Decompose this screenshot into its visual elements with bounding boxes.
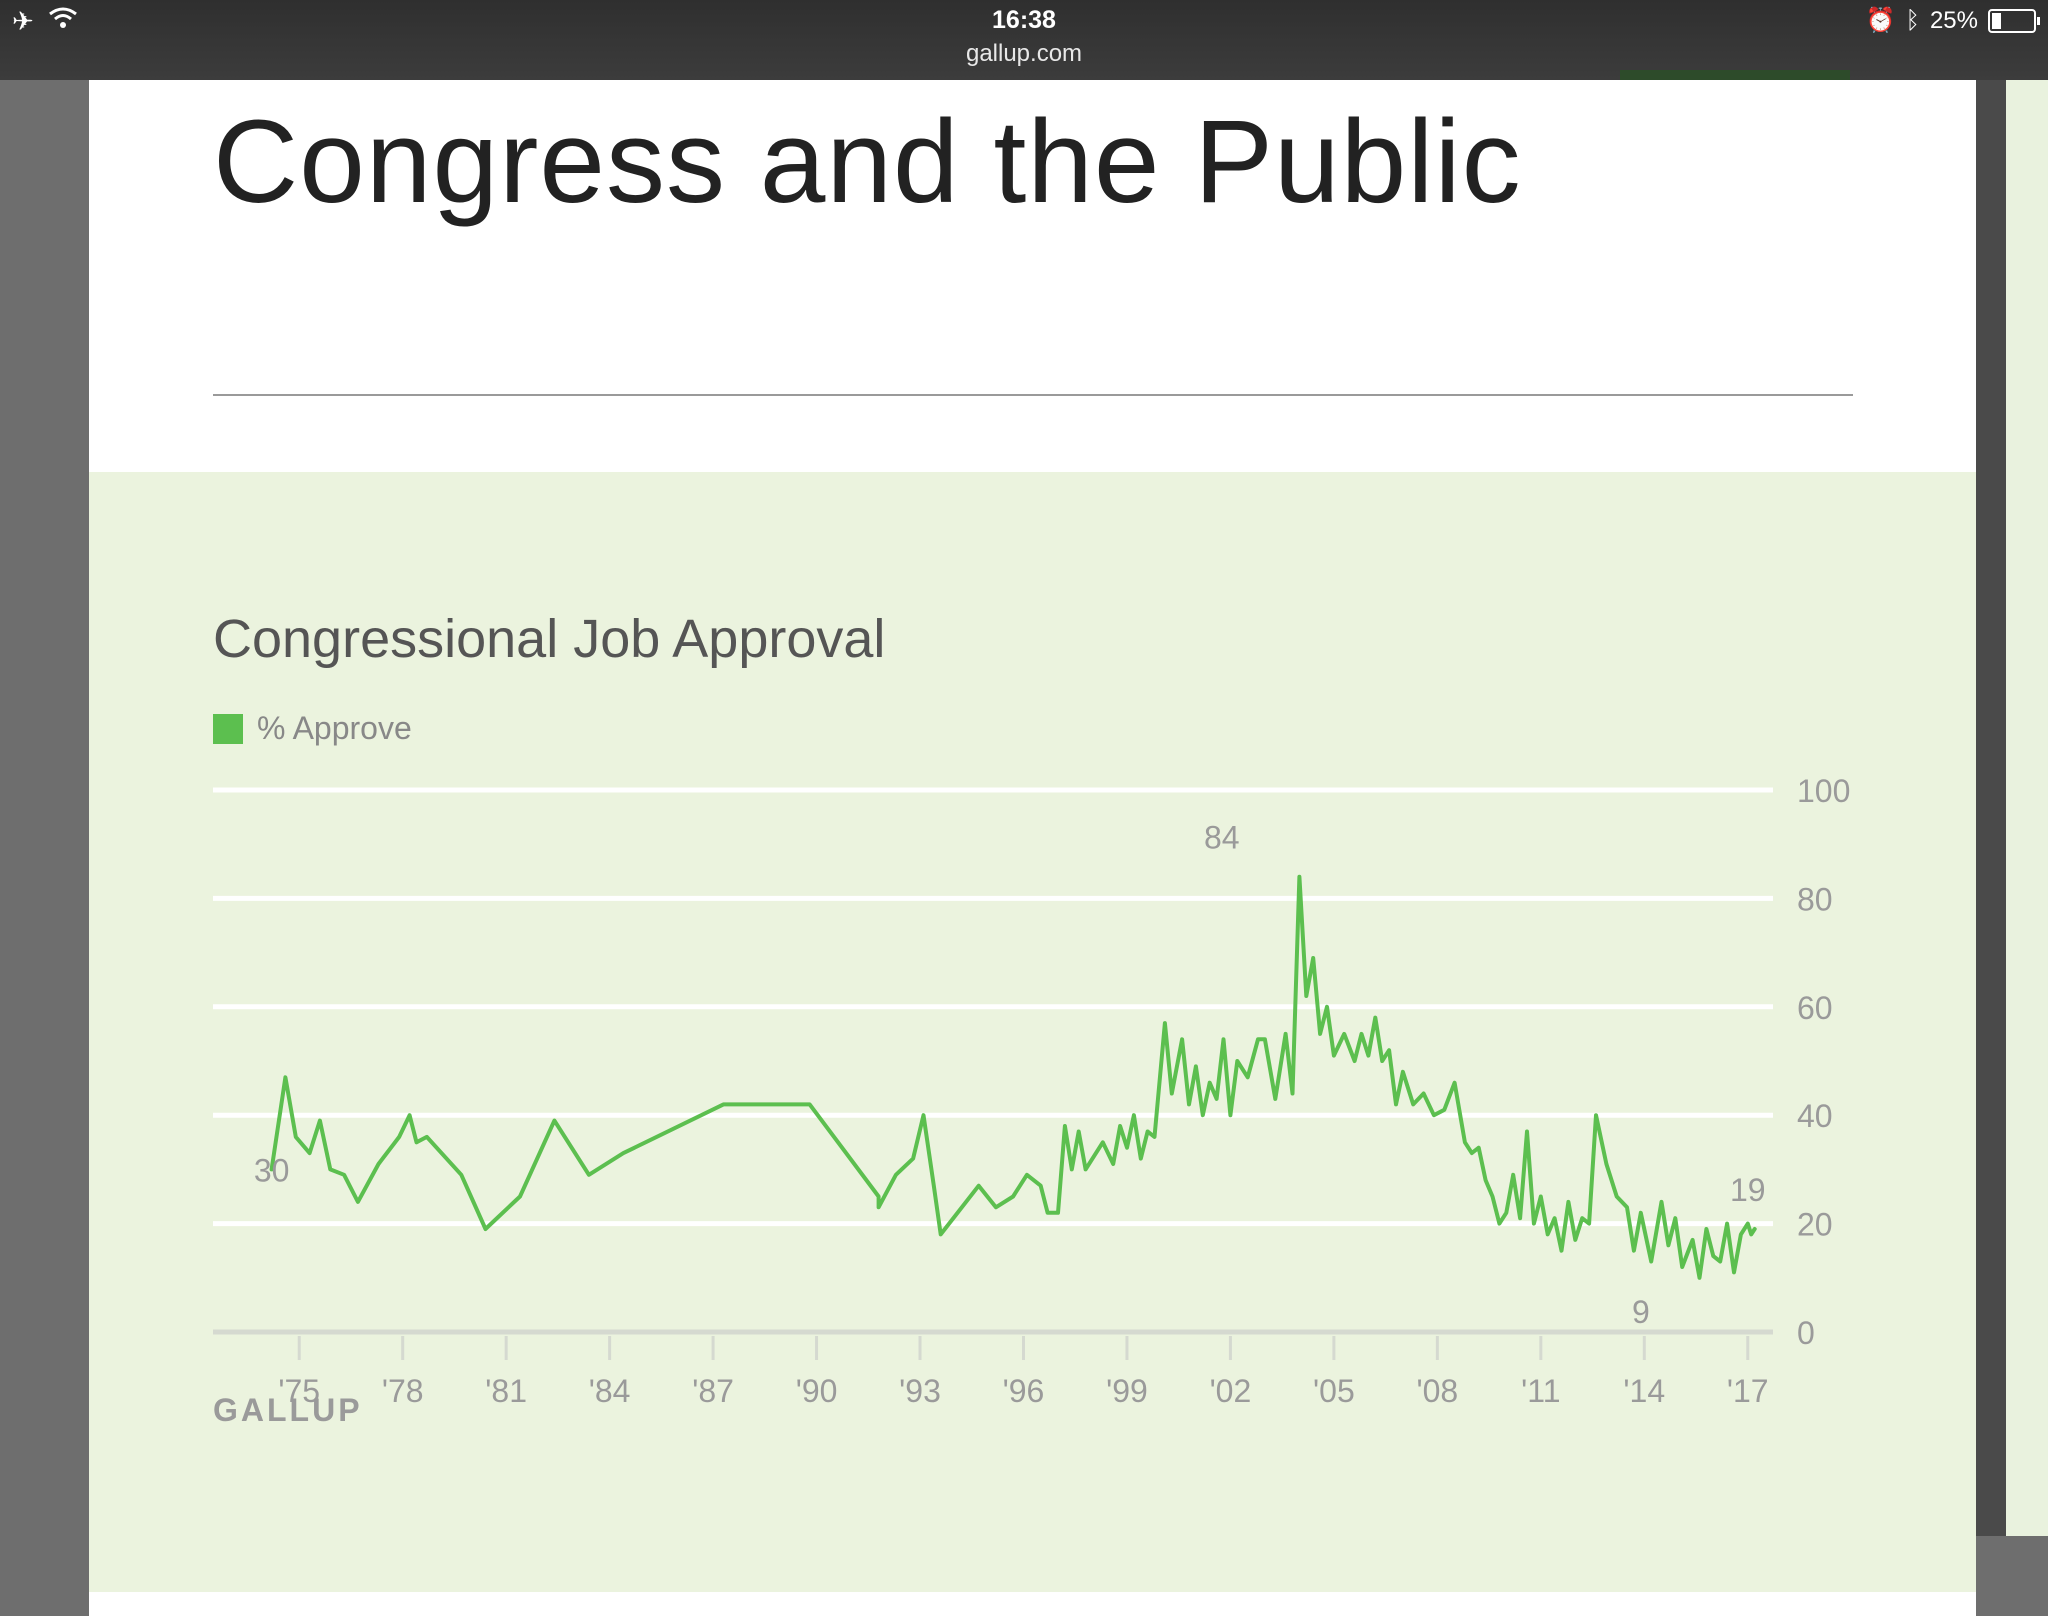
x-tick-label-0: '75 xyxy=(278,1373,320,1409)
x-tick-label-8: '99 xyxy=(1106,1373,1148,1409)
status-left: ✈ xyxy=(12,6,78,37)
line-chart: 0 20 40 60 80 100 '75 '78 '81 '84 '87 '90 '93 '96 '99 '… xyxy=(213,773,1850,1409)
status-time: 16:38 xyxy=(992,6,1056,34)
battery-percent: 25% xyxy=(1929,6,1978,34)
x-tick-label-9: '02 xyxy=(1210,1373,1252,1409)
x-tick-label-1: '78 xyxy=(382,1373,424,1409)
status-bar: ✈ 16:38 gallup.com ⏰ ᛒ 25% xyxy=(0,0,2048,80)
data-label-30: 30 xyxy=(254,1152,290,1188)
x-tick-label-2: '81 xyxy=(485,1373,527,1409)
y-tick-label-100: 100 xyxy=(1797,773,1850,809)
data-label-84: 84 xyxy=(1204,820,1240,856)
page-scroll-gutter xyxy=(1976,80,2006,1536)
bluetooth-icon: ᛒ xyxy=(1905,6,1920,34)
chart-legend: % Approve xyxy=(213,710,412,747)
y-tick-label-60: 60 xyxy=(1797,990,1833,1026)
y-tick-label-20: 20 xyxy=(1797,1207,1833,1243)
title-divider xyxy=(213,394,1853,396)
y-tick-label-40: 40 xyxy=(1797,1098,1833,1134)
y-tick-label-80: 80 xyxy=(1797,881,1833,917)
x-tick-label-3: '84 xyxy=(589,1373,631,1409)
x-tick-label-11: '08 xyxy=(1417,1373,1459,1409)
airplane-icon: ✈ xyxy=(12,6,34,36)
chart-title: Congressional Job Approval xyxy=(213,609,886,669)
x-tick-label-13: '14 xyxy=(1623,1373,1665,1409)
x-tick-label-14: '17 xyxy=(1727,1373,1769,1409)
status-right: ⏰ ᛒ 25% xyxy=(1865,6,2040,35)
x-tick-label-12: '11 xyxy=(1521,1373,1560,1409)
x-tick-label-7: '96 xyxy=(1003,1373,1045,1409)
data-label-19: 19 xyxy=(1730,1172,1766,1208)
x-tick-label-5: '90 xyxy=(796,1373,838,1409)
chart-panel: Congressional Job Approval % Approve 0 20… xyxy=(89,472,1976,1592)
adjacent-panel-edge xyxy=(2006,80,2048,1536)
battery-icon xyxy=(1988,8,2040,33)
data-label-9: 9 xyxy=(1632,1294,1650,1330)
legend-label: % Approve xyxy=(257,710,412,746)
legend-swatch xyxy=(213,713,243,744)
series-line-0 xyxy=(269,874,1757,1280)
x-tick-label-4: '87 xyxy=(692,1373,734,1409)
x-tick-label-10: '05 xyxy=(1313,1373,1355,1409)
page-bottom xyxy=(89,1592,1976,1616)
source-label: GALLUP xyxy=(213,1392,363,1428)
wifi-icon xyxy=(48,6,78,37)
page-title: Congress and the Public xyxy=(213,96,1522,228)
address-url[interactable]: gallup.com xyxy=(965,40,1083,67)
alarm-icon: ⏰ xyxy=(1865,7,1896,34)
article-page: Congress and the Public Congressional Jo… xyxy=(89,80,1976,1616)
x-tick-label-6: '93 xyxy=(899,1373,941,1409)
y-tick-label-0: 0 xyxy=(1797,1315,1815,1351)
